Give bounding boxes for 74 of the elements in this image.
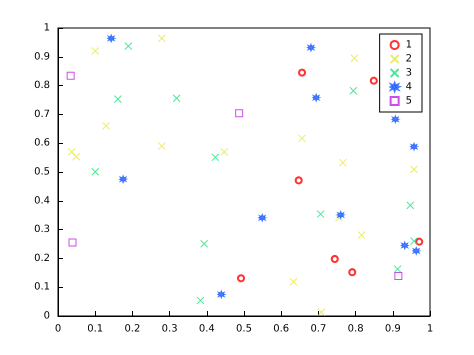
point — [200, 240, 208, 248]
point — [410, 142, 418, 151]
point — [415, 238, 424, 246]
point — [338, 158, 347, 167]
point — [298, 68, 306, 77]
point — [158, 142, 166, 150]
point — [237, 274, 246, 282]
x-tick-label: 0.4 — [198, 324, 215, 334]
point — [102, 122, 110, 130]
y-tick-label: 0.1 — [34, 282, 50, 293]
x-tick-label: 0.9 — [384, 324, 401, 334]
point — [336, 210, 345, 219]
point — [119, 175, 128, 184]
legend-label: 3 — [406, 68, 412, 78]
y-tick-label: 0.8 — [34, 80, 50, 92]
point — [220, 148, 228, 156]
y-tick-label: 0 — [44, 310, 50, 322]
point — [406, 201, 414, 210]
point — [72, 152, 80, 161]
point — [394, 272, 402, 280]
y-tick-label: 0.6 — [34, 138, 50, 149]
y-tick-label: 0.2 — [34, 252, 50, 264]
point — [316, 210, 325, 218]
point — [114, 95, 122, 104]
point — [330, 254, 339, 263]
point — [235, 109, 244, 118]
point — [289, 278, 298, 286]
x-tick-label: 0.6 — [273, 324, 290, 334]
point — [66, 72, 75, 80]
legend-label: 5 — [406, 96, 412, 106]
point — [211, 153, 220, 162]
point — [91, 47, 100, 56]
x-tick-label: 0.3 — [162, 324, 178, 334]
point — [334, 214, 343, 222]
point — [317, 308, 326, 316]
x-tick-label: 0.1 — [87, 324, 104, 334]
x-tick-label: 0.5 — [236, 324, 252, 334]
point — [196, 296, 204, 304]
x-tick-label: 0.8 — [348, 324, 364, 334]
point — [312, 94, 320, 102]
x-tick-label: 0.7 — [310, 324, 326, 334]
point — [350, 54, 358, 62]
y-tick-label: 0.9 — [34, 51, 50, 62]
y-tick-label: 0.7 — [34, 108, 50, 120]
legend-label: 4 — [406, 82, 412, 92]
y-tick-label: 0.5 — [34, 166, 50, 178]
point — [349, 86, 358, 95]
point — [370, 76, 378, 85]
y-tick-label: 0.3 — [34, 224, 50, 236]
point — [68, 148, 76, 156]
y-tick-label: 0.4 — [34, 195, 50, 206]
point — [124, 42, 132, 50]
point — [410, 237, 418, 246]
point — [298, 134, 306, 142]
point — [107, 34, 116, 42]
point — [217, 290, 226, 298]
point — [412, 246, 420, 255]
x-tick-label: 0.2 — [124, 324, 140, 334]
point — [410, 165, 418, 174]
point — [294, 176, 303, 184]
y-tick-label: 1 — [44, 22, 50, 34]
point — [400, 241, 409, 250]
point — [258, 214, 266, 222]
point — [394, 265, 402, 274]
point — [91, 168, 100, 176]
point — [68, 238, 77, 247]
x-tick-label: 0 — [54, 324, 62, 334]
point — [348, 268, 356, 276]
point — [358, 231, 366, 240]
legend-label: 1 — [406, 40, 412, 50]
legend-label: 2 — [406, 54, 412, 64]
point — [172, 94, 181, 102]
point — [158, 34, 166, 42]
x-tick-label: 1 — [426, 324, 434, 334]
